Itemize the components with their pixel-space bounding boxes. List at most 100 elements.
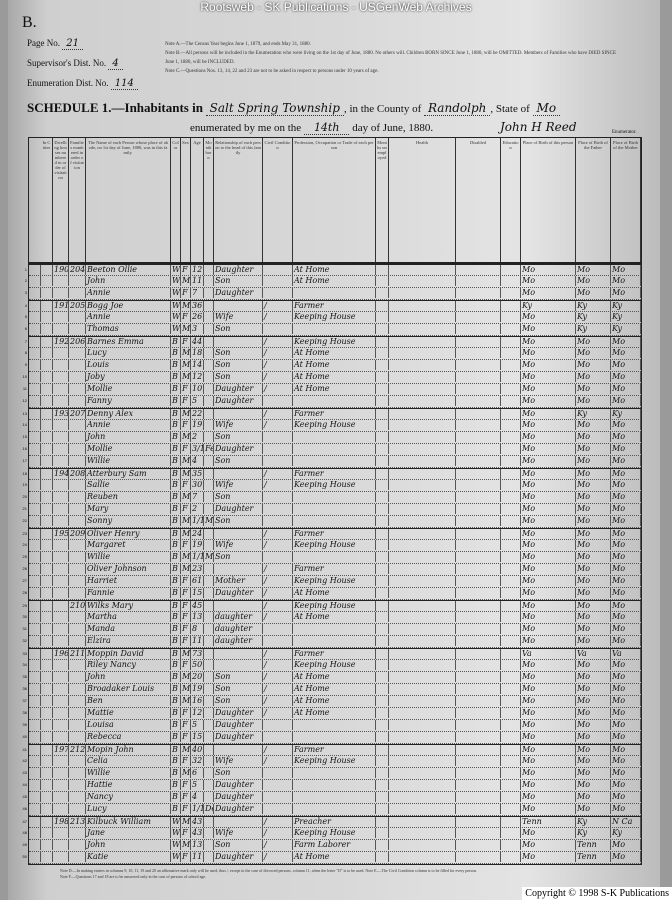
father-birthplace: Mo	[576, 516, 611, 526]
enumeration-dist: Enumeration Dist. No. 114	[27, 78, 138, 90]
occupation: Farmer	[293, 745, 376, 755]
blank-cell	[29, 720, 41, 730]
blank-cell	[41, 852, 53, 862]
occupation: At Home	[293, 588, 376, 598]
dwelling-number: 192	[54, 337, 69, 347]
line-number: 40	[22, 734, 27, 739]
birthplace: Mo	[521, 324, 576, 334]
family-number	[69, 324, 86, 334]
sex: M	[182, 768, 191, 778]
family-number	[69, 348, 86, 358]
dwelling-number	[53, 492, 69, 502]
color: B	[171, 684, 181, 694]
color: B	[171, 792, 181, 802]
civil-condition	[263, 444, 293, 454]
relationship: Wife	[214, 480, 263, 490]
family-number	[69, 552, 86, 562]
month-born	[204, 840, 214, 850]
civil-condition: /	[263, 660, 293, 670]
blank-cell	[41, 636, 53, 646]
relationship: Daughter	[214, 265, 263, 275]
civil-condition	[263, 396, 293, 406]
family-number	[69, 732, 86, 742]
line-number: 5	[24, 314, 27, 319]
blank-cell	[389, 684, 456, 694]
month-born	[204, 420, 214, 430]
civil-condition: /	[263, 540, 293, 550]
father-birthplace: Mo	[576, 504, 611, 514]
blank-cell	[389, 660, 456, 670]
line-number: 44	[22, 782, 27, 787]
blank-cell	[389, 817, 456, 827]
blank-cell	[41, 516, 53, 526]
blank-cell	[376, 756, 389, 766]
date-suffix: day of June, 1880.	[352, 122, 434, 134]
occupation: Farm Laborer	[293, 840, 376, 850]
dwelling-number	[53, 516, 69, 526]
column-header: Health	[389, 138, 456, 262]
blank-cell	[41, 276, 53, 286]
month-born	[204, 612, 214, 622]
father-birthplace: Mo	[576, 636, 611, 646]
civil-condition: /	[263, 601, 293, 611]
person-name: Willie	[86, 456, 171, 466]
table-row: 19 Sallie B F 30 Wife / Keeping House Mo Mo Mo	[23, 480, 641, 492]
page-no: Page No. 21	[27, 38, 83, 50]
sex: F	[181, 576, 191, 586]
civil-condition: /	[263, 696, 293, 706]
blank-cell	[456, 684, 501, 694]
table-row: 17 Willie B M 4 Son Mo Mo Mo	[23, 456, 641, 468]
sex: F	[181, 396, 191, 406]
age: 3	[191, 324, 204, 334]
civil-condition	[263, 732, 293, 742]
civil-condition: /	[263, 348, 293, 358]
blank-cell	[389, 420, 456, 430]
relationship: Son	[214, 324, 263, 334]
blank-cell	[501, 576, 521, 586]
relationship: daughter	[214, 612, 263, 622]
blank-cell	[376, 348, 389, 358]
birthplace: Mo	[521, 265, 576, 275]
dwelling-number	[53, 540, 69, 550]
census-page	[8, 0, 660, 900]
age: 24	[192, 529, 204, 539]
age: 2	[191, 504, 204, 514]
blank-cell	[389, 504, 456, 514]
father-birthplace: Mo	[576, 396, 611, 406]
birthplace: Mo	[521, 624, 576, 634]
civil-condition: /	[263, 384, 293, 394]
person-name: Wilks Mary	[86, 601, 171, 611]
notes: Note A.—The Census Year begins June 1, 1…	[165, 40, 625, 76]
line-number: 25	[22, 554, 27, 559]
occupation	[293, 516, 376, 526]
person-name: Celia	[86, 756, 171, 766]
blank-cell	[29, 708, 41, 718]
age: 13	[192, 612, 204, 622]
relationship: Son	[214, 360, 263, 370]
table-row: 23 195 209 Oliver Henry B M 24/Farmer Mo Mo Mo	[23, 528, 641, 540]
family-number	[69, 696, 86, 706]
age: 7	[191, 492, 204, 502]
blank-cell	[41, 672, 53, 682]
blank-cell	[501, 456, 521, 466]
blank-cell	[501, 817, 521, 827]
blank-cell	[376, 672, 389, 682]
blank-cell	[41, 372, 53, 382]
blank-cell	[389, 672, 456, 682]
blank-cell	[501, 276, 521, 286]
occupation	[293, 792, 376, 802]
mother-birthplace: Mo	[611, 552, 641, 562]
blank-cell	[456, 324, 501, 334]
blank-cell	[376, 469, 389, 479]
person-name: Annie	[86, 420, 171, 430]
person-name: Margaret	[86, 540, 171, 550]
blank-cell	[389, 745, 456, 755]
blank-cell	[389, 276, 456, 286]
line-number: 37	[22, 698, 27, 703]
civil-condition	[263, 792, 293, 802]
father-birthplace: Mo	[576, 469, 611, 479]
person-name: Manda	[86, 624, 171, 634]
blank-cell	[376, 324, 389, 334]
civil-condition: /	[263, 409, 293, 419]
civil-condition: /	[263, 817, 293, 827]
